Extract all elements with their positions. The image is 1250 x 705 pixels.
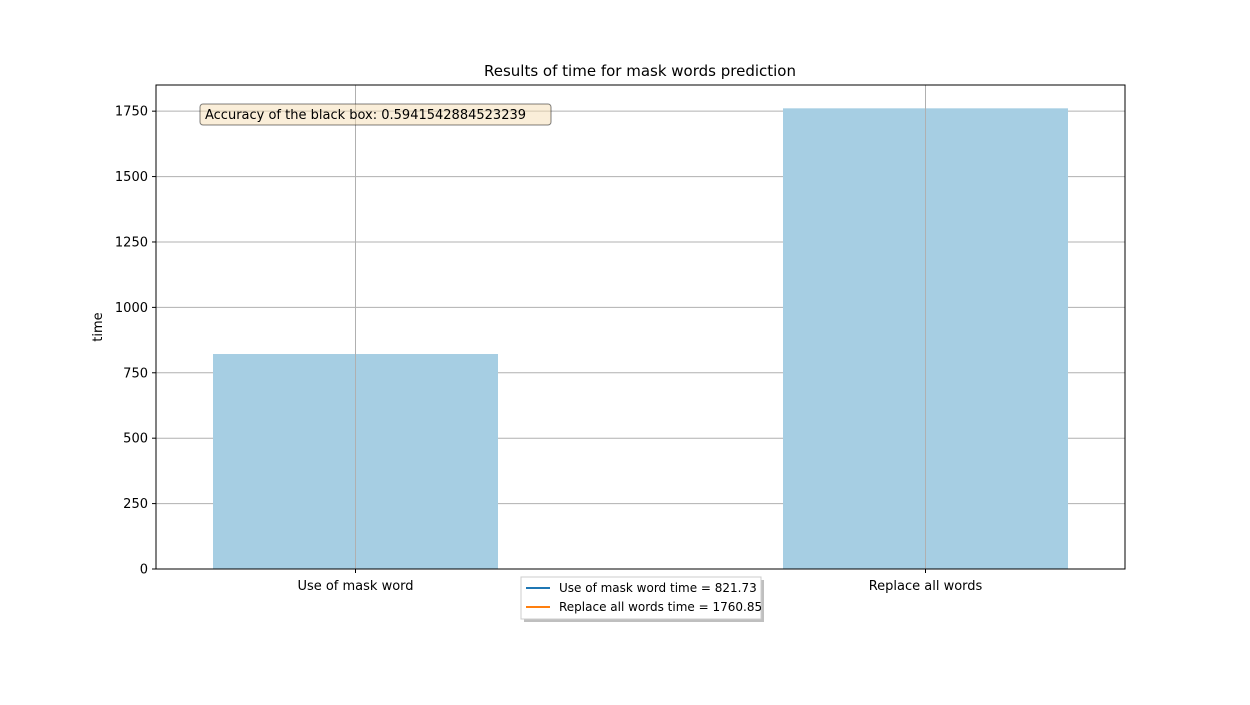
bars [213,108,1068,569]
plot-frame [155,84,1126,570]
annotation-text: Accuracy of the black box: 0.59415428845… [205,108,526,123]
y-tick-label: 1250 [115,235,148,250]
accuracy-annotation: Accuracy of the black box: 0.59415428845… [199,103,552,126]
y-tick-label: 1750 [115,105,148,120]
legend-box [520,576,762,620]
legend-label-replace-all: Replace all words time = 1760.85 [559,600,762,614]
y-tick-label: 750 [123,366,148,381]
y-axis-label: time [91,312,106,341]
legend: Use of mask word time = 821.73 Replace a… [520,576,764,622]
y-tick-label: 1000 [115,301,148,316]
y-tick-label: 250 [123,497,148,512]
chart-title: Results of time for mask words predictio… [484,62,796,80]
annotation-box [199,103,552,126]
y-axis-ticks: 0 250 500 750 1000 1250 1500 1750 [115,105,156,578]
vertical-grid-lines [355,85,926,569]
x-axis-ticks: Use of mask word Replace all words [297,569,983,594]
x-tick-label: Replace all words [869,579,983,594]
y-tick-label: 0 [140,563,148,578]
y-tick-label: 500 [123,432,148,447]
legend-label-mask-word: Use of mask word time = 821.73 [559,581,757,595]
y-tick-label: 1500 [115,170,148,185]
x-tick-label: Use of mask word [297,579,413,594]
